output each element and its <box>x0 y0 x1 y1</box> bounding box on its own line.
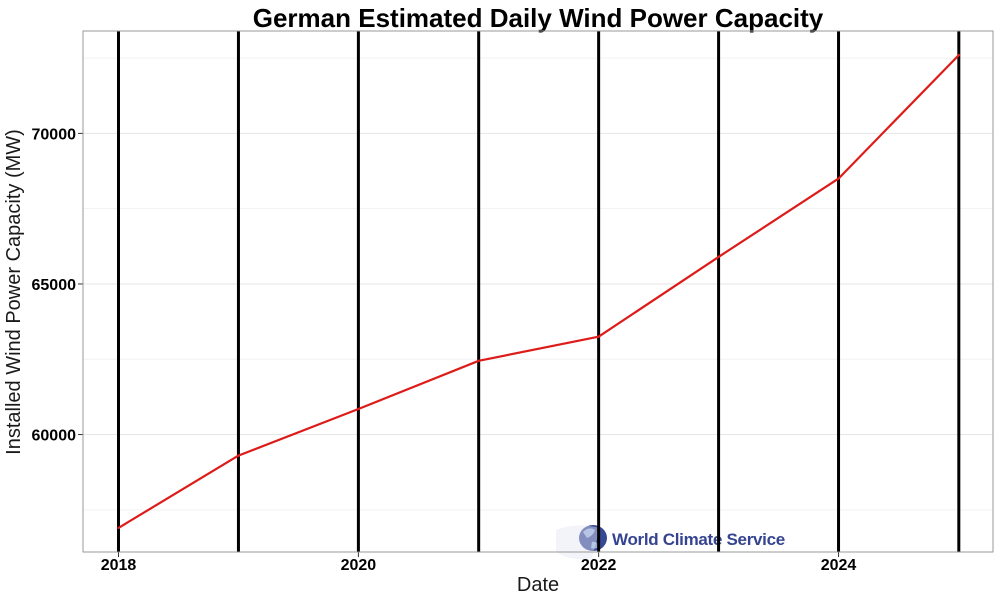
x-tick-label: 2024 <box>821 557 857 574</box>
x-tick-label: 2020 <box>341 557 377 574</box>
y-tick-label: 60000 <box>32 428 77 445</box>
y-axis-title: Installed Wind Power Capacity (MW) <box>3 129 25 455</box>
panel-border <box>82 30 994 553</box>
x-axis-title: Date <box>517 574 559 596</box>
data-point <box>237 454 240 457</box>
watermark-logo: World Climate Service <box>556 525 785 560</box>
capacity-series-line <box>117 54 960 529</box>
data-point <box>717 255 720 259</box>
y-tick-label: 65000 <box>32 277 77 294</box>
data-point <box>357 407 360 411</box>
data-point <box>957 53 961 57</box>
plot-area: World Climate Service 60000 65000 70000 2018… <box>32 30 994 574</box>
data-point <box>597 335 600 338</box>
globe-land-shape <box>583 528 600 549</box>
data-point <box>837 177 840 180</box>
chart-title: German Estimated Daily Wind Power Capaci… <box>253 3 824 33</box>
x-tick-label: 2018 <box>101 557 137 574</box>
x-tick-label: 2022 <box>581 557 617 574</box>
y-tick-label: 70000 <box>32 126 77 143</box>
globe-swoosh <box>556 525 600 560</box>
watermark-text: World Climate Service <box>612 530 785 549</box>
data-point <box>117 526 120 530</box>
data-point <box>477 359 480 362</box>
